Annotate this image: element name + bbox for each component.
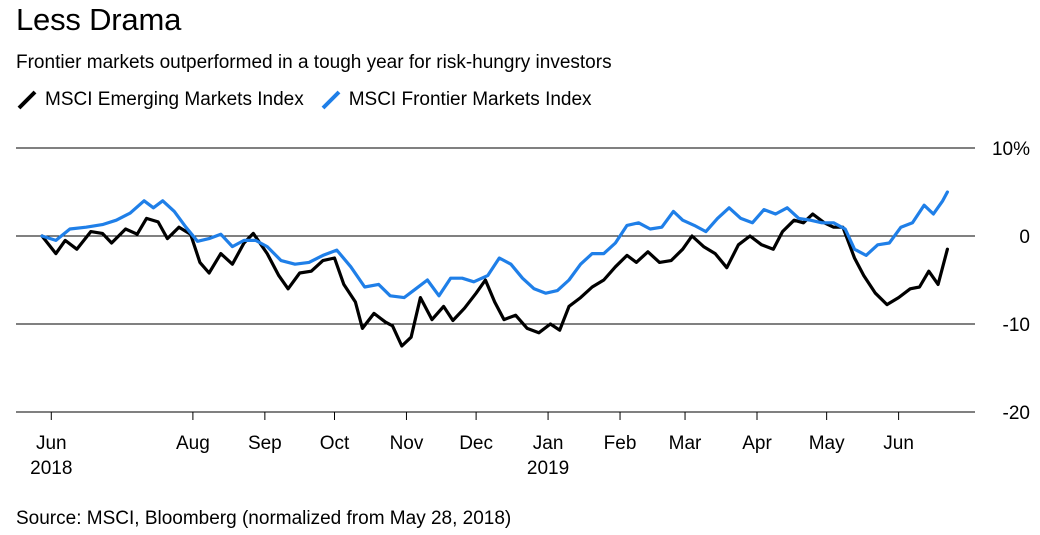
x-tick-label: Mar — [669, 433, 702, 454]
x-tick-label: Jun — [883, 433, 914, 454]
x-tick-year: 2019 — [527, 458, 569, 479]
series-line-em — [40, 212, 949, 348]
x-tick-label: Aug — [176, 433, 210, 454]
x-axis: Jun 2018 Aug Sep Oct Nov Dec Jan 2019 Feb Mar Apr Ma… — [30, 412, 914, 479]
legend: MSCI Emerging Markets Index MSCI Frontie… — [16, 89, 592, 111]
legend-item-em: MSCI Emerging Markets Index — [16, 89, 304, 111]
x-tick-label: Feb — [604, 433, 637, 454]
chart-title: Less Drama — [16, 2, 182, 37]
legend-label-fm: MSCI Frontier Markets Index — [348, 89, 592, 110]
x-tick-label: Nov — [390, 433, 424, 454]
series-lines — [40, 190, 949, 348]
x-tick-label: Jun — [36, 433, 67, 454]
x-tick-label: Jan — [533, 433, 564, 454]
x-tick-label: Dec — [459, 433, 493, 454]
y-tick-label: 0 — [1019, 227, 1030, 248]
legend-swatch-fm — [321, 90, 341, 110]
y-tick-label: -20 — [1003, 403, 1030, 424]
series-line-fm — [40, 190, 949, 300]
x-tick-label: Oct — [320, 433, 350, 454]
y-tick-label: 10% — [992, 139, 1030, 160]
chart-subtitle: Frontier markets outperformed in a tough… — [16, 52, 612, 73]
legend-label-em: MSCI Emerging Markets Index — [45, 89, 304, 110]
x-tick-label: Sep — [248, 433, 282, 454]
legend-item-fm: MSCI Frontier Markets Index — [320, 89, 592, 111]
grid — [16, 147, 975, 413]
y-tick-label: -10 — [1003, 315, 1030, 336]
x-tick-label: May — [809, 433, 845, 454]
y-axis: 10% 0 -10 -20 — [992, 139, 1030, 424]
source-note: Source: MSCI, Bloomberg (normalized from… — [16, 508, 512, 529]
x-tick-label: Apr — [742, 433, 772, 454]
legend-swatch-em — [17, 90, 37, 110]
x-tick-year: 2018 — [30, 458, 72, 479]
